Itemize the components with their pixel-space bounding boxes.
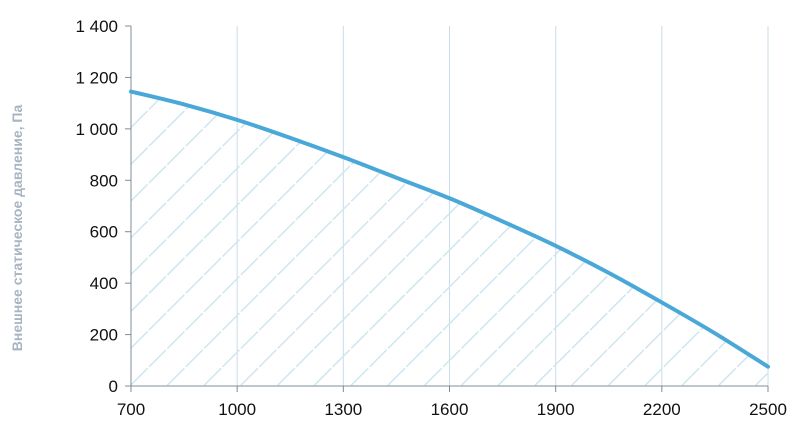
x-tick-label: 1300 xyxy=(324,400,362,419)
series-line xyxy=(129,89,770,369)
line-layer xyxy=(129,89,770,369)
hatched-area xyxy=(131,91,768,386)
x-axis-ticks: 700 1000 1300 1600 1900 2200 2500 xyxy=(117,400,787,419)
x-tick-label: 1000 xyxy=(218,400,256,419)
y-axis-ticks: 0 200 400 600 800 1 000 1 200 1 400 xyxy=(75,17,118,396)
y-tick-label: 1 400 xyxy=(75,17,118,36)
y-tick-label: 1 000 xyxy=(75,120,118,139)
y-tick-label: 1 200 xyxy=(75,68,118,87)
x-tick-label: 700 xyxy=(117,400,145,419)
y-tick-label: 800 xyxy=(90,171,118,190)
x-tick-label: 1900 xyxy=(537,400,575,419)
y-tick-label: 200 xyxy=(90,326,118,345)
axes xyxy=(125,25,769,392)
y-tick-label: 400 xyxy=(90,274,118,293)
y-axis-label: Внешнее статическое давление, Па xyxy=(9,105,25,352)
y-tick-label: 0 xyxy=(109,377,118,396)
x-tick-label: 1600 xyxy=(431,400,469,419)
x-tick-label: 2500 xyxy=(749,400,787,419)
area-layer xyxy=(131,91,768,386)
x-tick-label: 2200 xyxy=(643,400,681,419)
y-tick-label: 600 xyxy=(90,223,118,242)
